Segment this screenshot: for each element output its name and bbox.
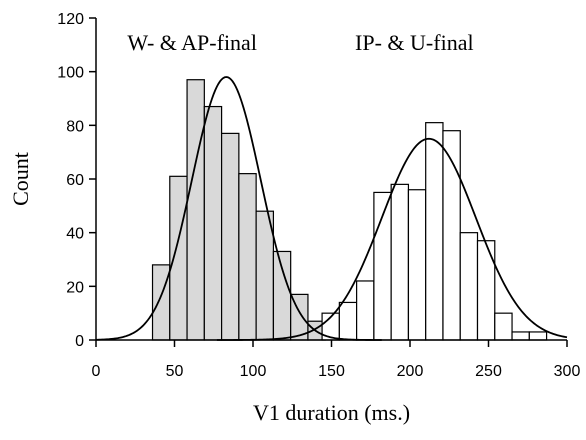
histogram-bar-1-7 xyxy=(255,210,275,341)
histogram-bar-2-7 xyxy=(425,122,444,341)
y-tick-label: 120 xyxy=(57,11,84,28)
histogram-bar-2-12 xyxy=(511,331,530,341)
x-tick-label: 150 xyxy=(318,363,345,380)
x-tick-label: 200 xyxy=(397,363,424,380)
histogram-bar-1-4 xyxy=(203,105,223,341)
x-tick-label: 100 xyxy=(240,363,267,380)
fit-curve-2 xyxy=(216,137,568,341)
fit-curve-1 xyxy=(95,76,382,341)
series-annotation-1: W- & AP-final xyxy=(127,30,257,55)
histogram-bar-2-6 xyxy=(407,189,427,341)
x-tick-label: 50 xyxy=(166,363,184,380)
histogram-bar-1-1 xyxy=(151,264,171,341)
histogram-bar-2-2 xyxy=(338,301,358,341)
annotations: W- & AP-final IP- & U-final xyxy=(127,30,473,55)
y-tick-label: 20 xyxy=(66,279,84,296)
y-tick-label: 60 xyxy=(66,172,84,189)
histogram-bars xyxy=(151,79,548,341)
histogram-bar-1-8 xyxy=(272,250,292,341)
y-tick-label: 80 xyxy=(66,118,84,135)
histogram-bar-2-13 xyxy=(528,331,548,341)
y-tick-label: 100 xyxy=(57,65,84,82)
histogram-bar-1-5 xyxy=(221,132,240,341)
x-tick-label: 300 xyxy=(554,363,581,380)
histogram-bar-2-3 xyxy=(356,280,375,341)
y-tick-label: 40 xyxy=(66,226,84,243)
histogram-bar-2-11 xyxy=(494,312,513,341)
x-tick-label: 0 xyxy=(92,363,101,380)
histogram-bar-1-2 xyxy=(169,175,188,341)
fit-curves xyxy=(95,76,568,341)
histogram-bar-1-6 xyxy=(238,173,257,341)
series-annotation-2: IP- & U-final xyxy=(355,30,474,55)
axes xyxy=(89,17,568,347)
histogram-bar-2-5 xyxy=(390,183,410,341)
histogram-bar-2-10 xyxy=(476,240,496,341)
x-axis-title: V1 duration (ms.) xyxy=(253,400,410,425)
x-tick-label: 250 xyxy=(475,363,502,380)
y-axis-title: Count xyxy=(8,152,33,206)
y-tick-label: 0 xyxy=(75,333,84,350)
tick-labels: 0 20 40 60 80 100 120 0 50 100 150 200 250 300 xyxy=(57,11,580,380)
histogram-bar-1-3 xyxy=(186,79,205,341)
histogram-bar-2-9 xyxy=(459,232,479,341)
